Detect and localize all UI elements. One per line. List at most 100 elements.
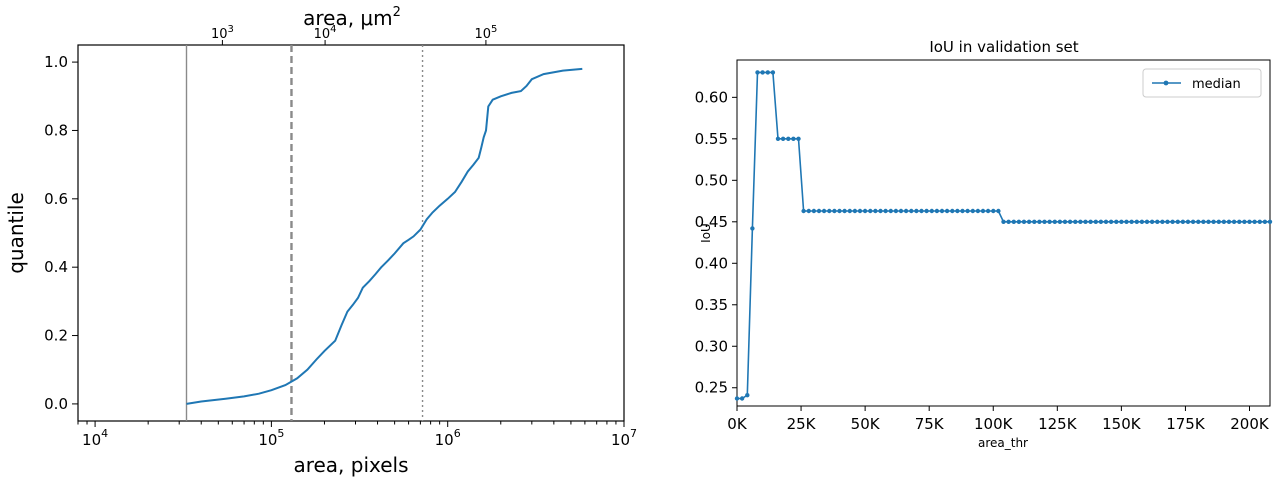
median-point	[1149, 219, 1155, 224]
median-point	[1180, 219, 1186, 224]
median-point	[975, 208, 981, 214]
top-tick-label: 105	[474, 24, 497, 42]
median-point	[1196, 219, 1201, 224]
median-point	[796, 136, 801, 141]
y-tick-label: 0.4	[44, 258, 68, 276]
median-point	[842, 208, 847, 214]
x-tick-label: 200K	[1230, 415, 1270, 433]
x-axis-label: area_thr	[978, 436, 1028, 450]
median-point	[1134, 219, 1140, 224]
median-point	[1119, 219, 1124, 224]
median-point	[786, 136, 791, 141]
median-point	[1088, 219, 1093, 224]
x-tick-label: 100K	[974, 415, 1014, 433]
median-point	[991, 208, 996, 214]
median-point	[1098, 219, 1104, 224]
plot-frame	[77, 44, 625, 422]
median-point	[909, 208, 914, 214]
y-axis-label: quantile	[4, 192, 28, 274]
x-tick-label: 50K	[851, 415, 881, 433]
x-tick-label: 105	[258, 427, 284, 449]
median-point	[903, 208, 909, 214]
median-point	[1206, 219, 1211, 224]
median-point	[1144, 219, 1150, 224]
x-tick-label: 175K	[1166, 415, 1206, 433]
median-point	[1201, 219, 1206, 224]
top-tick-label: 104	[314, 24, 337, 42]
threshold-lines	[185, 45, 424, 421]
y-tick-label: 0.40	[695, 254, 728, 272]
median-point	[1114, 219, 1119, 224]
median-point	[985, 208, 991, 214]
median-point	[852, 208, 858, 214]
median-point	[924, 208, 929, 214]
median-point	[837, 208, 842, 214]
x-tick-label: 150K	[1102, 415, 1142, 433]
median-point	[1006, 219, 1011, 224]
median-point	[1011, 219, 1016, 224]
median-point	[888, 208, 893, 214]
median-point	[791, 136, 796, 141]
median-point	[970, 208, 975, 214]
median-point	[739, 396, 745, 401]
median-point	[1057, 219, 1063, 224]
median-point	[1129, 219, 1134, 224]
median-point	[1216, 219, 1222, 224]
legend-label: median	[1192, 77, 1241, 92]
median-point	[847, 208, 852, 214]
median-point	[1155, 219, 1160, 224]
median-point	[914, 208, 919, 214]
median-point	[898, 208, 904, 214]
x-tick-label: 0K	[727, 415, 748, 433]
y-tick-label: 0.0	[44, 395, 68, 413]
median-point	[1103, 219, 1109, 224]
median-point	[857, 208, 863, 214]
median-point	[1052, 219, 1058, 224]
median-point	[862, 208, 868, 214]
y-axis-label: IoU	[699, 223, 713, 243]
x-tick-label: 75K	[915, 415, 945, 433]
median-point	[944, 208, 950, 214]
y-tick-label: 0.25	[695, 379, 728, 397]
median-point	[770, 70, 776, 75]
median-point	[816, 208, 822, 214]
median-point	[821, 208, 827, 214]
median-point	[1073, 219, 1078, 224]
x-tick-label: 104	[82, 427, 108, 449]
median-point	[1042, 219, 1047, 224]
legend-box	[1142, 68, 1262, 98]
median-point	[1252, 219, 1257, 224]
y-tick-label: 0.60	[695, 88, 728, 106]
iou-validation-chart: IoU in validation set 0K 25K 50K 75K 100K 125…	[695, 38, 1273, 450]
median-point	[1047, 219, 1052, 224]
y-tick-label: 0.50	[695, 171, 728, 189]
median-point	[1267, 219, 1273, 224]
median-point	[1001, 219, 1006, 224]
median-point	[1067, 219, 1073, 224]
series-group	[734, 70, 1273, 401]
median-point	[1062, 219, 1068, 224]
median-point	[965, 208, 970, 214]
series-group	[186, 67, 583, 405]
median-point	[734, 396, 740, 401]
median-point	[1021, 219, 1027, 224]
median-point	[1262, 219, 1268, 224]
median-point	[750, 226, 755, 231]
median-point	[827, 208, 832, 214]
median-point	[960, 208, 965, 214]
median-point	[765, 70, 770, 75]
quantile-curve	[186, 67, 583, 405]
median-point	[832, 208, 837, 214]
median-point	[934, 208, 940, 214]
median-point	[755, 70, 760, 75]
median-point	[1083, 219, 1088, 224]
median-point	[980, 208, 986, 214]
y-tick-label: 0.2	[44, 327, 68, 345]
median-point	[878, 208, 883, 214]
median-point	[806, 208, 811, 214]
y-tick-label: 1.0	[44, 53, 68, 71]
median-point	[1237, 219, 1242, 224]
y-axis-ticks: 0.25 0.30 0.35 0.40 0.45 0.50 0.55 0.60	[695, 88, 737, 397]
y-axis-ticks: 0.0 0.2 0.4 0.6 0.8 1.0	[44, 53, 78, 413]
median-point	[1160, 219, 1165, 224]
